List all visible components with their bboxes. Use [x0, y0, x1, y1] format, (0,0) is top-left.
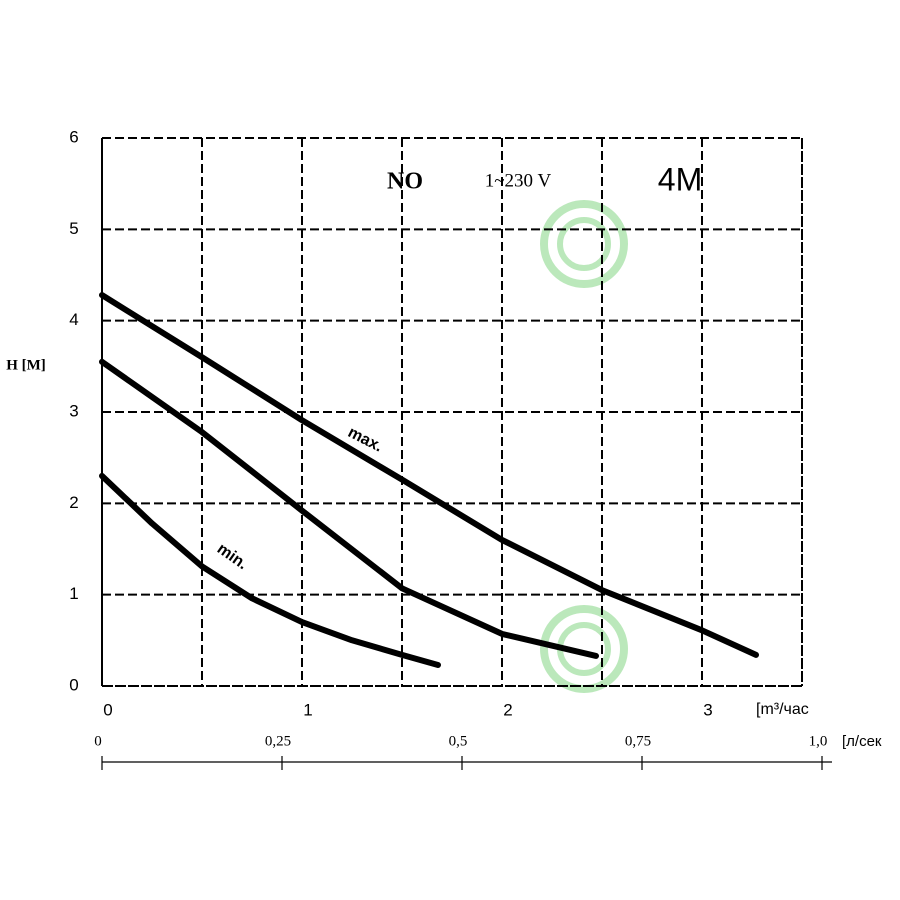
x2-tick-label: 1,0 [809, 733, 828, 749]
x-tick-label: 1 [303, 700, 312, 719]
x-axis-label: [m³/час [756, 701, 809, 718]
x2-tick-label: 0,25 [265, 733, 291, 749]
watermark [540, 200, 628, 693]
y-tick-label: 2 [69, 493, 78, 512]
curve [99, 472, 441, 668]
y-tick-label: 1 [69, 584, 78, 603]
x2-tick-label: 0,75 [625, 733, 651, 749]
curve [99, 358, 599, 659]
curve [99, 292, 759, 658]
y-tick-label: 4 [69, 310, 78, 329]
x-tick-label: 0 [103, 700, 112, 719]
x-tick-label: 3 [703, 700, 712, 719]
model-label: NO [387, 169, 423, 195]
x2-axis-label: [л/сек [842, 733, 882, 750]
series-label: min. [214, 540, 251, 573]
x2-tick-label: 0,5 [449, 733, 468, 749]
variant-label: 4M [658, 161, 702, 197]
y-tick-label: 6 [69, 127, 78, 146]
voltage-label: 1~230 V [485, 170, 552, 191]
y-axis-label: H [M] [6, 357, 46, 373]
x2-tick-label: 0 [94, 733, 102, 749]
y-tick-label: 3 [69, 401, 78, 420]
x-tick-label: 2 [503, 700, 512, 719]
y-tick-label: 5 [69, 219, 78, 238]
y-tick-label: 0 [69, 675, 78, 694]
